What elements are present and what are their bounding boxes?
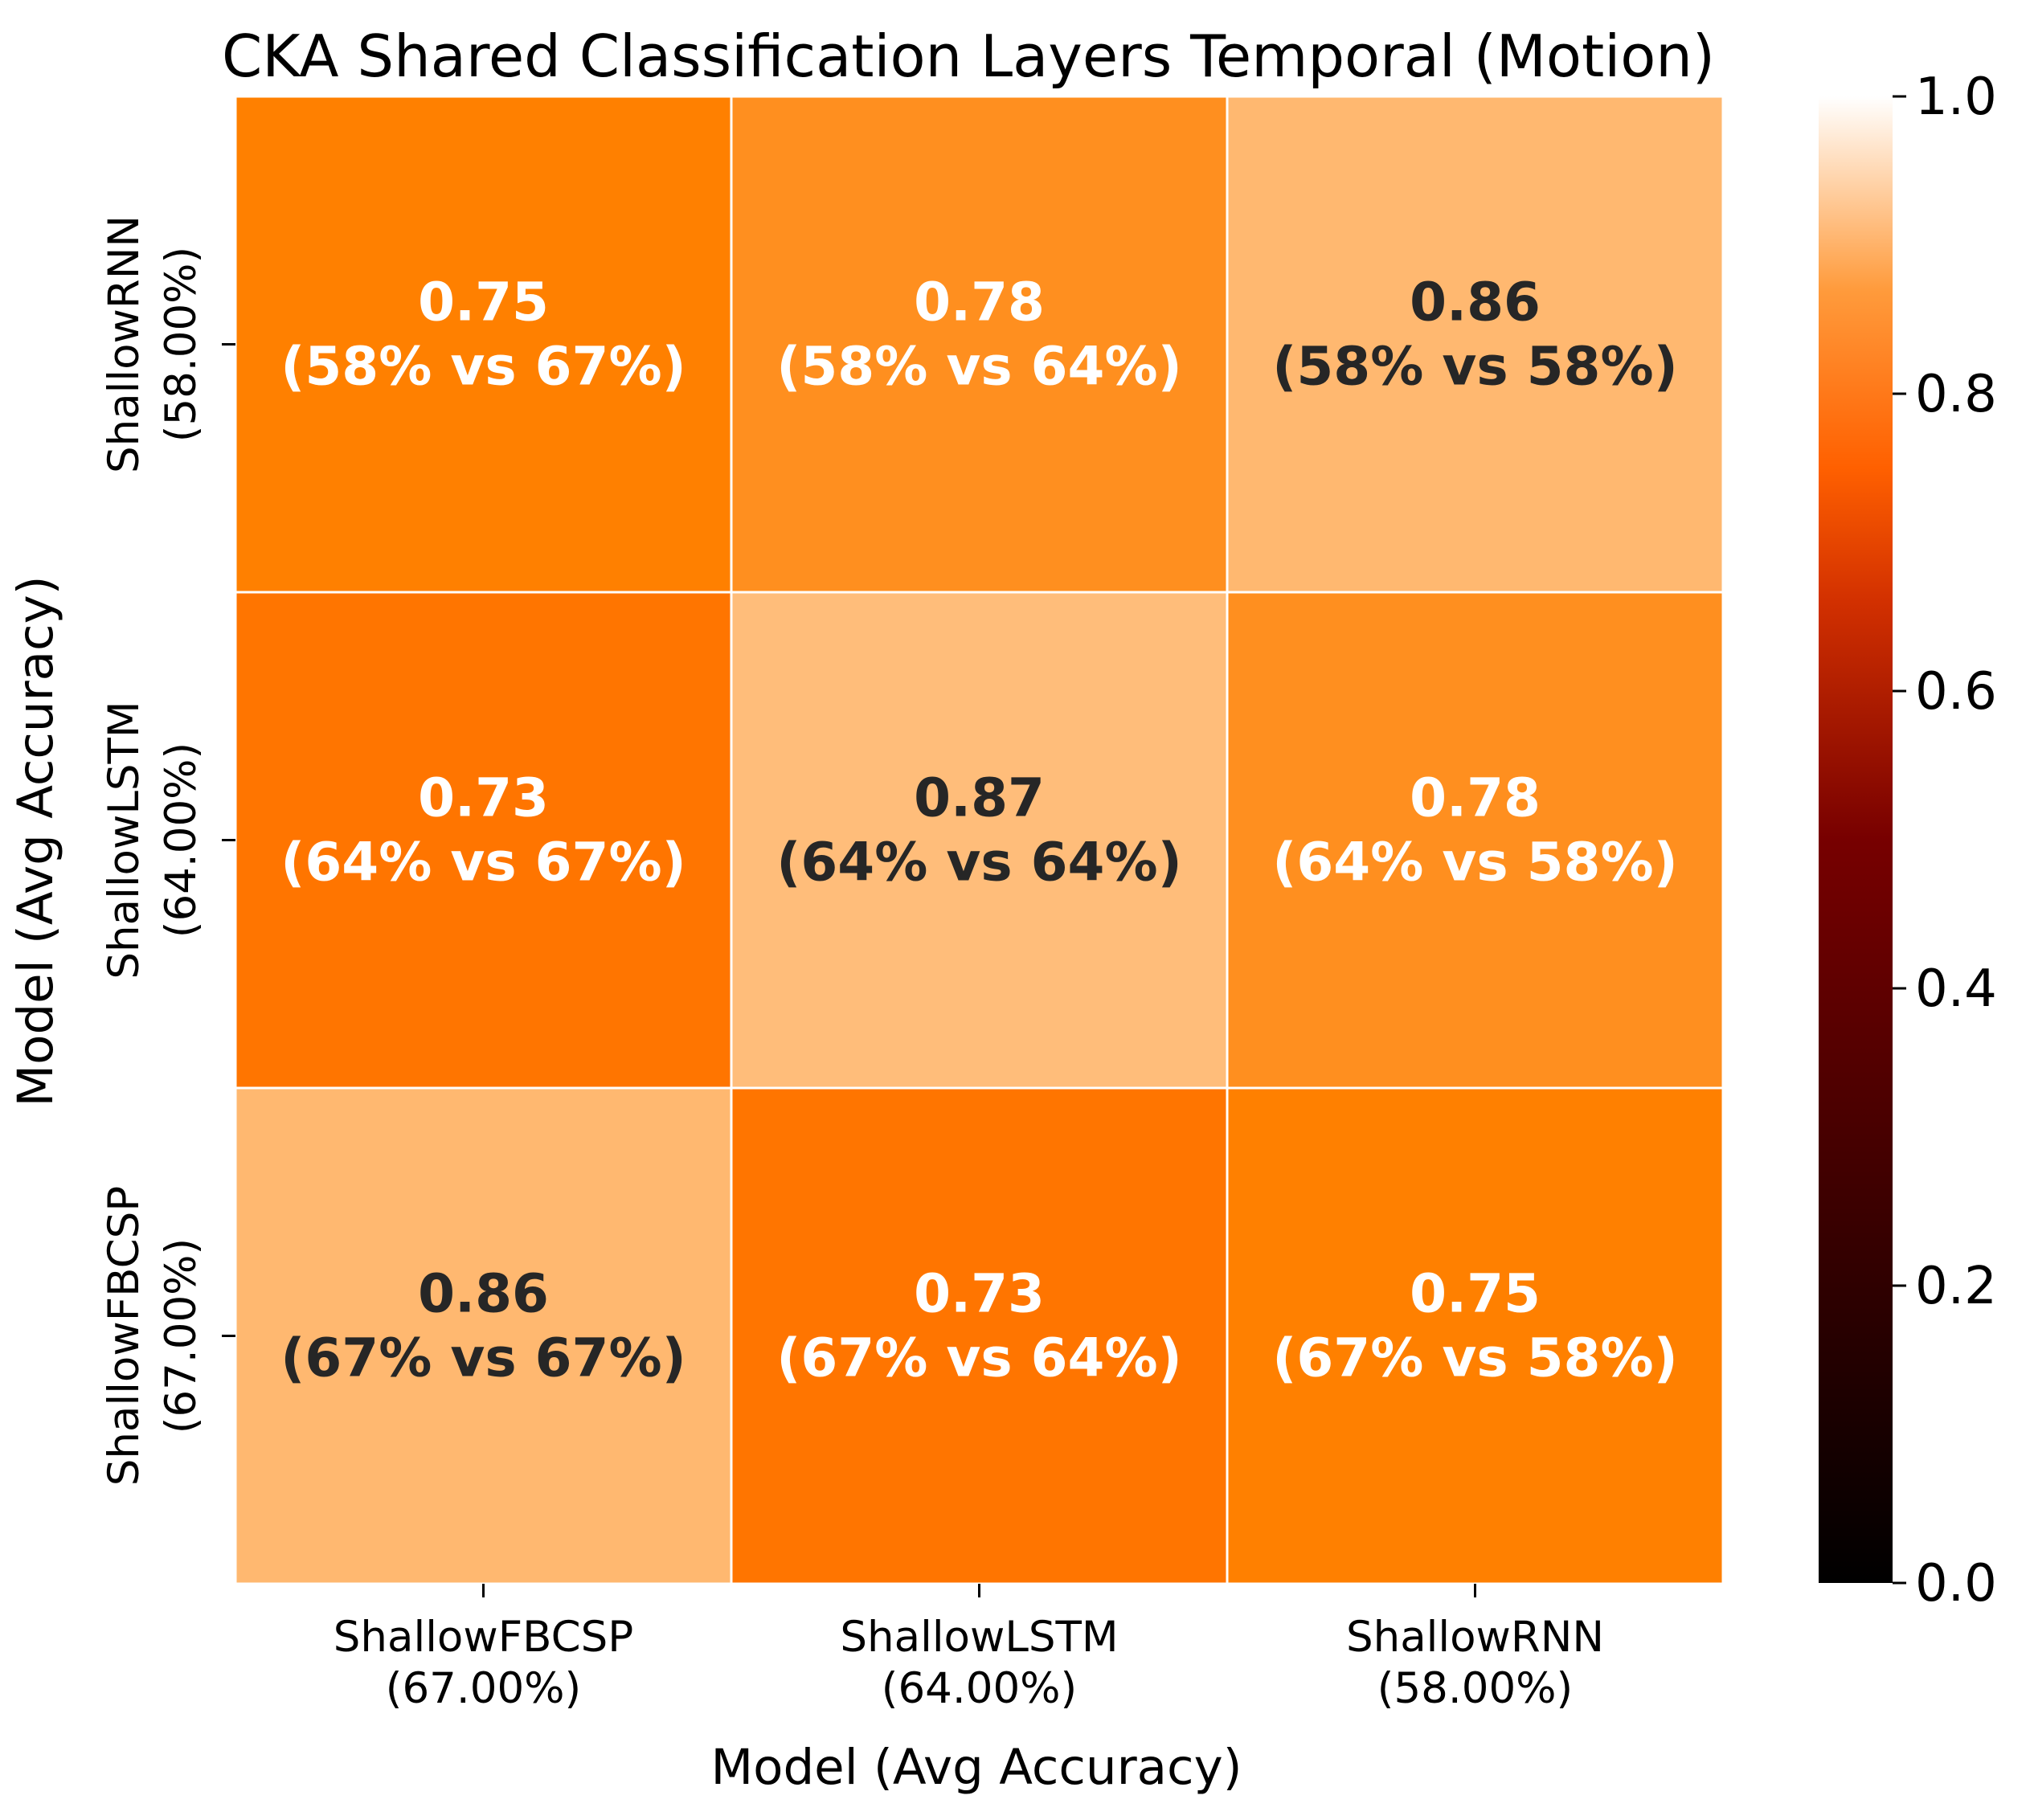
y-tick-label: ShallowRNN	[100, 215, 149, 473]
cell-annotation-label: (67% vs 64%)	[776, 1327, 1182, 1389]
colorbar-tick-label: 1.0	[1915, 67, 1997, 127]
heatmap-cell	[1226, 591, 1725, 1090]
colorbar-tick-label: 0.6	[1915, 662, 1997, 722]
cell-value-label: 0.73	[418, 767, 549, 829]
cell-annotation-label: (58% vs 58%)	[1272, 336, 1678, 398]
cell-value-label: 0.78	[1410, 767, 1541, 829]
heatmap-cell	[234, 95, 733, 594]
cell-annotation-label: (64% vs 67%)	[280, 832, 686, 894]
cell-annotation-label: (67% vs 58%)	[1272, 1327, 1678, 1389]
colorbar-tick-label: 0.4	[1915, 959, 1997, 1019]
colorbar-tick-label: 0.0	[1915, 1554, 1997, 1613]
x-axis-label: Model (Avg Accuracy)	[711, 1739, 1242, 1796]
y-tick-label: (58.00%)	[157, 247, 206, 442]
heatmap-cell-labels: 0.75(58% vs 67%)0.78(58% vs 64%)0.86(58%…	[280, 272, 1678, 1389]
cell-value-label: 0.86	[418, 1263, 549, 1325]
cell-value-label: 0.78	[914, 272, 1045, 333]
x-tick-label: ShallowFBCSP	[334, 1613, 633, 1662]
colorbar-tick-label: 0.8	[1915, 365, 1997, 424]
colorbar-gradient	[1819, 96, 1893, 1583]
x-tick-label: (58.00%)	[1377, 1664, 1573, 1713]
y-tick-label: (64.00%)	[157, 742, 206, 938]
y-axis-ticks: ShallowRNN (58.00%) ShallowLSTM (64.00%) Sha…	[100, 215, 235, 1486]
cell-value-label: 0.87	[914, 767, 1045, 829]
chart-title: CKA Shared Classification Layers Tempora…	[222, 22, 1715, 90]
cell-annotation-label: (64% vs 58%)	[1272, 832, 1678, 894]
x-tick-label: ShallowRNN	[1346, 1613, 1604, 1662]
colorbar	[1819, 96, 1893, 1583]
heatmap-cell	[730, 95, 1229, 594]
x-tick-label: (64.00%)	[882, 1664, 1077, 1713]
heatmap-cell	[234, 591, 733, 1090]
y-axis-label: Model (Avg Accuracy)	[7, 576, 64, 1107]
heatmap-cells	[234, 95, 1725, 1585]
y-tick-label: ShallowFBCSP	[100, 1186, 149, 1486]
cell-value-label: 0.73	[914, 1263, 1045, 1325]
heatmap-cell	[730, 591, 1229, 1090]
x-tick-label: ShallowLSTM	[840, 1613, 1118, 1662]
cell-value-label: 0.86	[1410, 272, 1541, 333]
heatmap-cell	[730, 1086, 1229, 1585]
cell-value-label: 0.75	[418, 272, 549, 333]
x-axis-ticks: ShallowFBCSP(67.00%) ShallowLSTM(64.00%) S…	[334, 1584, 1604, 1713]
colorbar-tick-label: 0.2	[1915, 1257, 1997, 1316]
cell-annotation-label: (58% vs 67%)	[280, 336, 686, 398]
x-tick-label: (67.00%)	[386, 1664, 581, 1713]
y-tick-label: ShallowLSTM	[100, 701, 149, 979]
colorbar-ticks: 0.0 0.2 0.4 0.6 0.8 1.0	[1893, 67, 1997, 1613]
heatmap-cell	[1226, 95, 1725, 594]
cell-annotation-label: (67% vs 67%)	[280, 1327, 686, 1389]
cell-annotation-label: (58% vs 64%)	[776, 336, 1182, 398]
cell-annotation-label: (64% vs 64%)	[776, 832, 1182, 894]
heatmap-cell	[234, 1086, 733, 1585]
cell-value-label: 0.75	[1410, 1263, 1541, 1325]
y-tick-label: (67.00%)	[157, 1238, 206, 1434]
